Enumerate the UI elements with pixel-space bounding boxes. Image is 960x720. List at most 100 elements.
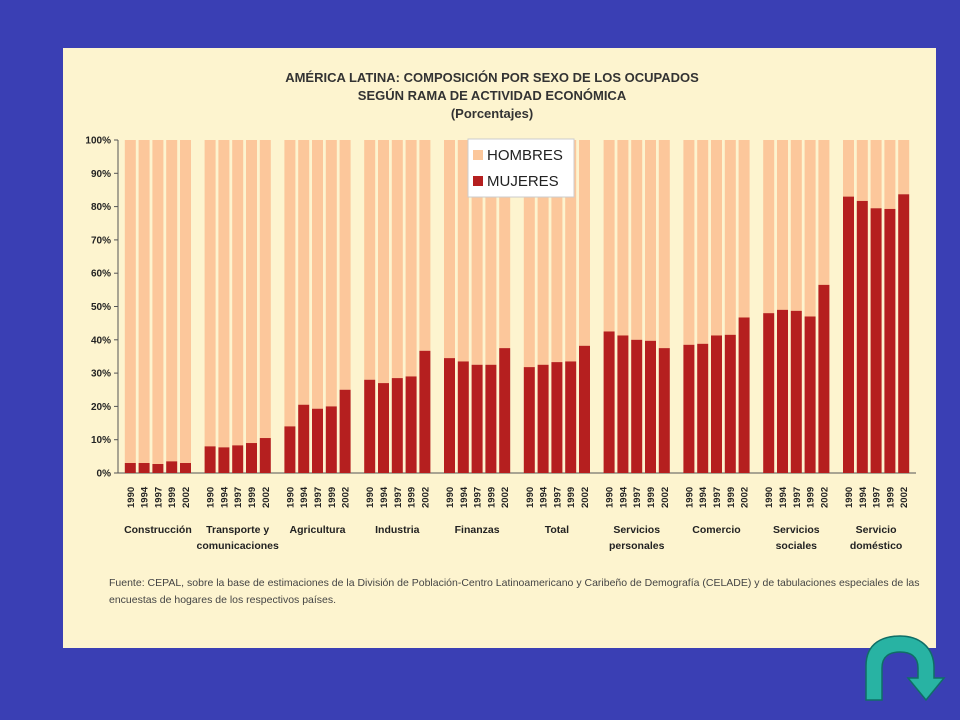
bar-hombres [818,140,830,285]
x-group-label: Servicios [773,524,820,536]
chart-title-line: AMÉRICA LATINA: COMPOSICIÓN POR SEXO DE … [285,70,699,85]
bar-mujeres [884,208,896,473]
bar-mujeres [138,463,150,473]
bar-hombres [284,140,296,427]
bar-hombres [790,140,802,311]
bar-mujeres [658,348,670,473]
legend-label: MUJERES [487,173,559,190]
y-tick-label: 70% [91,235,111,246]
bar-mujeres [818,284,830,473]
bar-mujeres [166,461,178,473]
bar-hombres [378,140,389,384]
bar-mujeres [471,364,483,473]
bar-mujeres [856,200,868,473]
bar-mujeres [565,361,577,473]
legend-label: HOMBRES [487,147,563,164]
bar-mujeres [804,316,816,473]
legend-box [467,138,575,198]
bar-hombres [683,140,695,345]
bar-hombres [631,140,643,340]
bar-mujeres [603,331,615,473]
x-group-label: Construcción [124,524,192,536]
bar-hombres [711,140,722,336]
x-year-label: 2002 [740,487,751,508]
bar-mujeres [870,208,882,473]
x-year-label: 1999 [167,487,178,508]
x-year-label: 2002 [181,487,192,508]
x-year-label: 1990 [445,487,456,508]
next-slide-arrow-icon[interactable] [862,632,946,702]
bar-hombres [246,140,257,444]
x-year-label: 1999 [327,487,338,508]
bar-mujeres [763,313,775,473]
source-note-line: encuestas de hogares de los respectivos … [109,594,336,606]
bar-mujeres [180,463,191,473]
bar-mujeres [152,464,164,473]
x-year-label: 2002 [420,487,431,508]
bar-mujeres [204,446,216,473]
bar-mujeres [444,358,455,473]
bar-mujeres [485,364,497,473]
bar-hombres [645,140,656,341]
bar-mujeres [697,343,709,473]
x-year-label: 1997 [393,487,404,508]
bar-hombres [579,140,590,346]
x-year-label: 1997 [872,487,883,508]
bar-hombres [617,140,629,336]
bar-hombres [804,140,816,317]
bar-mujeres [537,364,549,473]
bar-hombres [485,140,497,365]
bar-mujeres [218,447,230,473]
y-tick-label: 40% [91,335,111,346]
bar-mujeres [631,339,643,473]
x-year-label: 2002 [580,487,591,508]
chart-title-line: (Porcentajes) [451,106,533,121]
x-year-label: 2002 [500,487,511,508]
bar-mujeres [645,340,656,473]
bar-hombres [603,140,615,332]
bar-mujeres [683,344,695,473]
bar-hombres [537,140,549,365]
bar-hombres [523,140,535,368]
x-group-label: Total [545,524,569,536]
bar-hombres [551,140,563,363]
bar-mujeres [724,334,736,473]
bar-hombres [777,140,788,310]
bar-mujeres [339,389,351,473]
x-year-label: 2002 [261,487,272,508]
chart-svg: AMÉRICA LATINA: COMPOSICIÓN POR SEXO DE … [85,70,919,606]
x-group-label: Comercio [692,524,740,536]
x-year-label: 1994 [299,486,310,508]
y-tick-label: 20% [91,402,111,413]
bar-hombres [763,140,775,314]
y-tick-label: 50% [91,302,111,313]
bar-mujeres [298,404,310,473]
x-year-label: 1994 [778,486,789,508]
x-year-label: 1990 [365,487,376,508]
bar-hombres [166,140,178,462]
x-year-label: 2002 [899,487,910,508]
bar-hombres [204,140,216,447]
x-year-label: 1994 [140,486,151,508]
bar-mujeres [419,350,431,473]
x-year-label: 1994 [698,486,709,508]
x-year-label: 1997 [473,487,484,508]
x-year-label: 1990 [844,487,855,508]
x-year-label: 1990 [525,487,536,508]
bar-hombres [405,140,417,377]
bar-hombres [339,140,351,390]
bar-mujeres [246,443,257,473]
bar-hombres [499,140,511,349]
x-year-label: 2002 [341,487,352,508]
x-year-label: 1999 [885,487,896,508]
x-year-label: 2002 [660,487,671,508]
bar-hombres [884,140,896,209]
bar-hombres [124,140,136,464]
bar-hombres [364,140,376,380]
bar-mujeres [378,383,389,473]
legend-swatch [473,150,483,160]
bar-hombres [697,140,709,344]
bar-hombres [325,140,337,407]
y-tick-label: 0% [97,469,112,480]
y-tick-label: 10% [91,435,111,446]
